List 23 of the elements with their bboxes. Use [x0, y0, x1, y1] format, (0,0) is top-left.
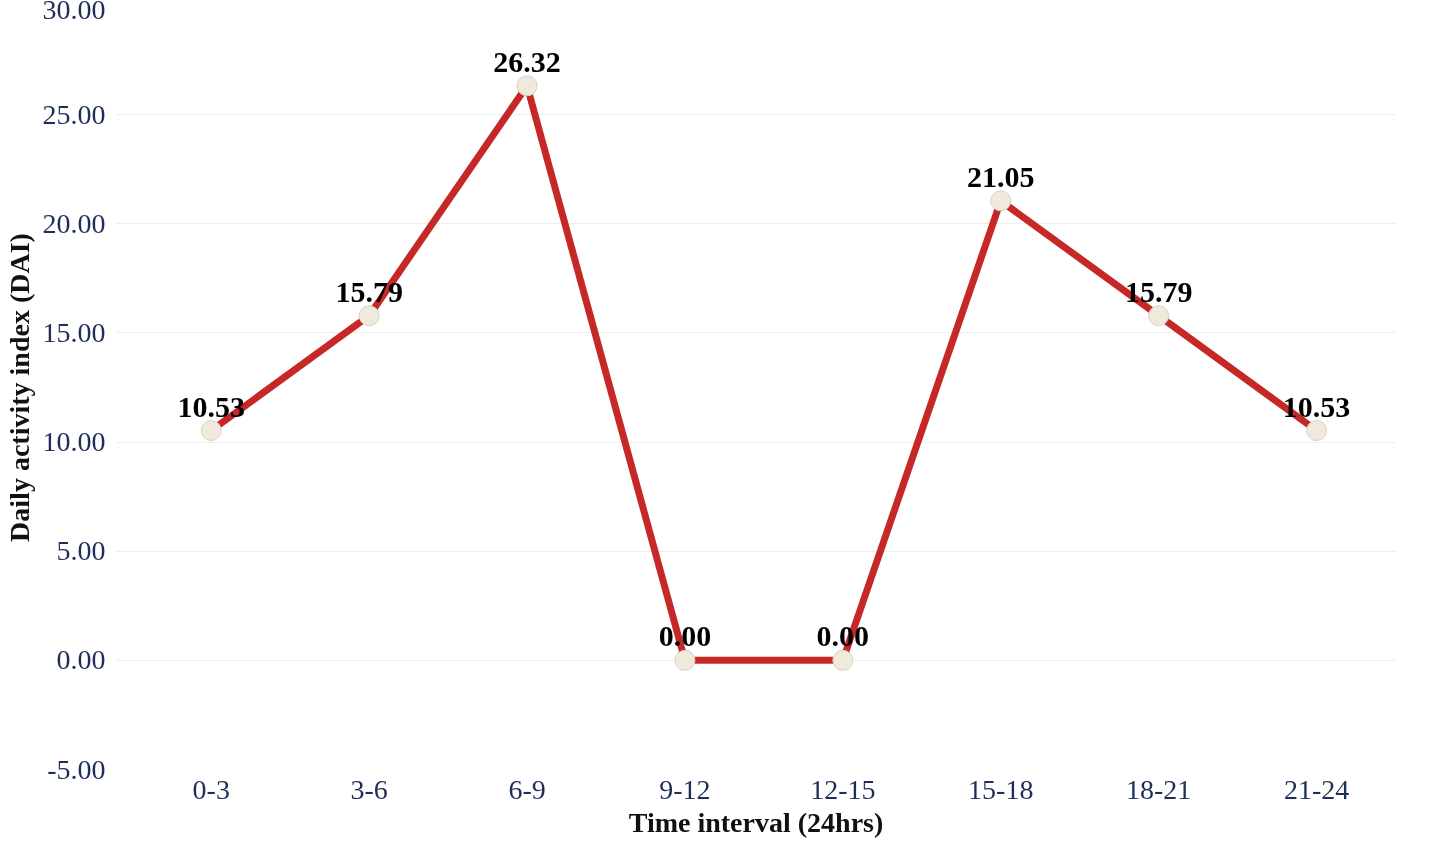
- x-tick-label: 0-3: [192, 773, 230, 805]
- text: 10.53: [1282, 389, 1351, 423]
- x-tick-label: 9-12: [659, 773, 711, 805]
- text: 21.05: [967, 159, 1035, 193]
- text: 10.53: [177, 389, 245, 423]
- y-tick-label: 10.00: [42, 426, 106, 458]
- x-tick-label: 18-21: [1125, 773, 1192, 805]
- y-tick-label: 15.00: [42, 316, 106, 348]
- y-axis-title: Daily activity index (DAI): [3, 233, 35, 542]
- x-tick-label: 3-6: [350, 773, 388, 805]
- y-tick-label: 25.00: [42, 98, 106, 130]
- y-tick-label: -5.00: [47, 753, 106, 785]
- x-tick-label: 21-24: [1283, 773, 1350, 805]
- text: 26.32: [493, 44, 561, 78]
- x-tick-label: 15-18: [968, 773, 1034, 805]
- y-tick-label: 0.00: [56, 644, 106, 676]
- x-tick-label: 6-9: [508, 773, 546, 805]
- text: 15.79: [1124, 274, 1193, 308]
- x-axis-title: Time interval (24hrs): [628, 806, 884, 838]
- x-tick-label: 12-15: [810, 773, 876, 805]
- y-tick-label: 5.00: [56, 535, 106, 567]
- y-tick-label: 30.00: [42, 0, 106, 25]
- y-tick-label: 20.00: [42, 207, 106, 239]
